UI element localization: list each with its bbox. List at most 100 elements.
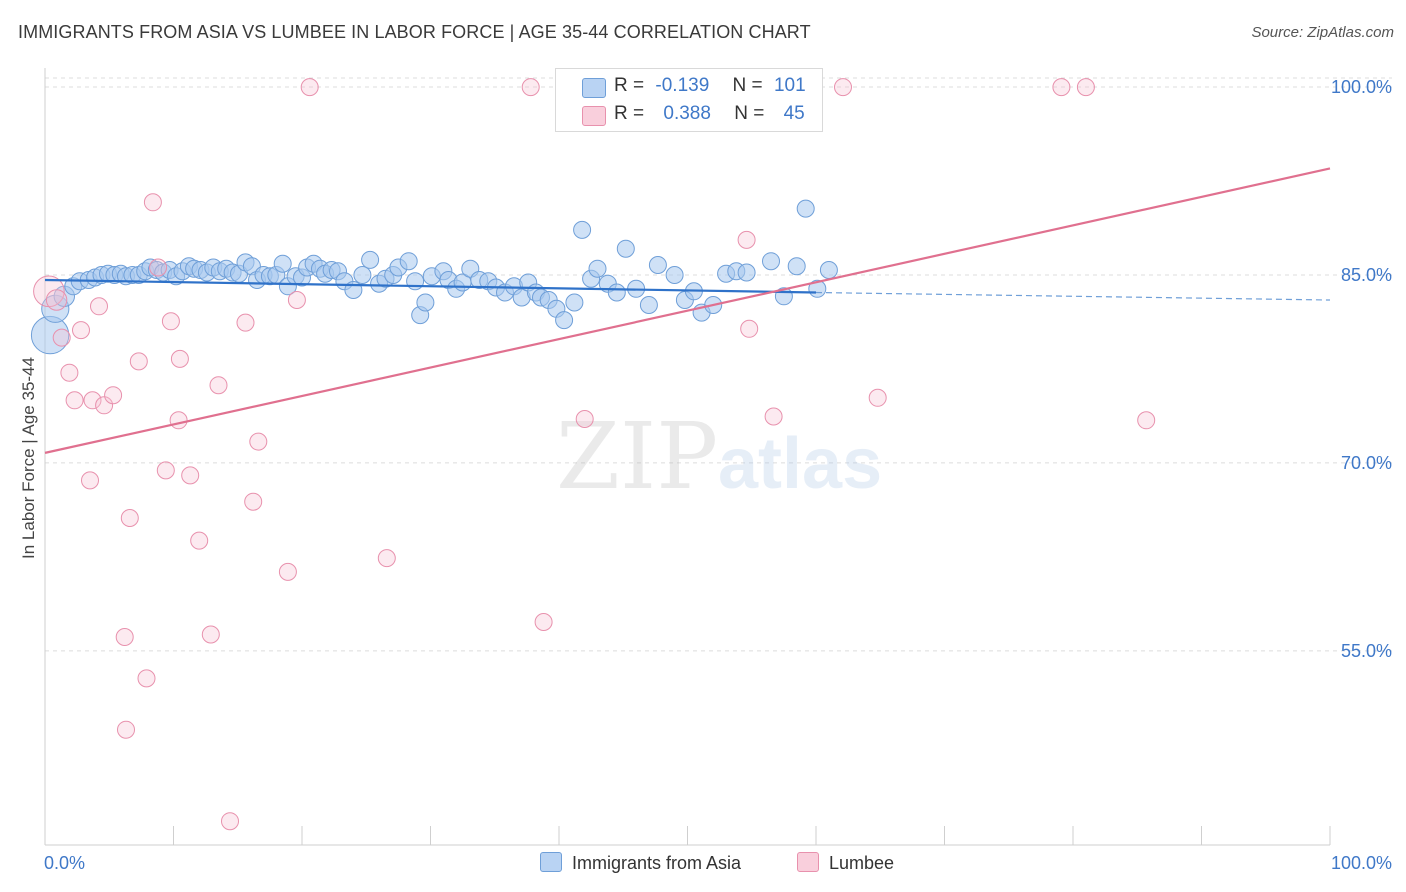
asia-point (616, 239, 635, 258)
y-axis-label: In Labor Force | Age 35-44 (19, 357, 38, 559)
asia-point (737, 263, 756, 282)
asia-point (787, 257, 806, 276)
y-tick-label: 55.0% (1341, 641, 1392, 661)
watermark: ZIP atlas (556, 403, 882, 510)
lumbee-point (201, 625, 220, 644)
lumbee-point (156, 461, 175, 480)
lumbee-point (129, 352, 148, 371)
lumbee-point (377, 549, 396, 568)
series-legend-lumbee: Lumbee (797, 852, 894, 874)
asia-point (607, 283, 626, 302)
lumbee-point (834, 78, 852, 97)
x-tick-label: 100.0% (1331, 853, 1392, 873)
y-tick-label: 85.0% (1341, 265, 1392, 285)
series-legend-label: Immigrants from Asia (572, 853, 742, 873)
lumbee-point (868, 388, 887, 407)
asia-point (353, 266, 372, 284)
source-label: Source: ZipAtlas.com (1251, 24, 1394, 41)
lumbee-point (143, 193, 162, 212)
lumbee-point (149, 258, 168, 277)
series-legend-label: Lumbee (829, 853, 895, 873)
lumbee-point (278, 562, 297, 581)
asia-point (648, 256, 667, 274)
grid-lines (45, 77, 1392, 652)
legend-swatch-blue (582, 78, 606, 98)
lumbee-point (137, 669, 156, 688)
legend-n-value: 101 (773, 75, 806, 96)
lumbee-point (81, 471, 99, 490)
lumbee-point (45, 289, 68, 311)
lumbee-point (740, 319, 759, 338)
asia-point (399, 252, 418, 271)
asia-point (665, 266, 684, 284)
lumbee-point (95, 396, 114, 415)
y-tick-label: 100.0% (1331, 77, 1392, 97)
lumbee-point (170, 349, 189, 368)
correlation-legend: R = -0.139 N = 101 R = 0.388 N = 45 (555, 68, 823, 132)
series-legend: Immigrants from Asia Lumbee (0, 852, 1406, 876)
legend-r-value: -0.139 (655, 75, 710, 96)
lumbee-point (104, 386, 123, 405)
lumbee-point (1052, 78, 1071, 97)
legend-row-lumbee: R = 0.388 N = 45 (556, 103, 822, 127)
lumbee-point (764, 407, 783, 426)
legend-n-value: 45 (783, 103, 805, 124)
asia-point (639, 296, 658, 314)
legend-r-label: R = (614, 75, 645, 96)
asia-point (361, 250, 380, 269)
watermark-atlas: atlas (718, 424, 882, 504)
lumbee-point (221, 812, 239, 831)
lumbee-point (65, 391, 84, 410)
lumbee-point (181, 466, 200, 485)
axes (44, 68, 1331, 846)
lumbee-point (169, 411, 188, 430)
asia-point (588, 259, 607, 278)
lumbee-point (244, 492, 263, 511)
lumbee-point (249, 432, 268, 451)
lumbee-point (300, 78, 319, 97)
lumbee-point (1076, 78, 1095, 97)
asia-point (555, 311, 574, 330)
lumbee-point (209, 376, 228, 395)
lumbee-point (90, 297, 108, 316)
asia-trend-extension (815, 291, 1331, 301)
series-swatch-pink (797, 852, 819, 872)
x-tick-label: 0.0% (44, 853, 85, 873)
asia-point (565, 293, 584, 312)
legend-r-value: 0.388 (663, 103, 711, 124)
lumbee-point (161, 312, 180, 331)
chart-title: IMMIGRANTS FROM ASIA VS LUMBEE IN LABOR … (18, 22, 811, 42)
lumbee-point (72, 321, 90, 340)
asia-point (273, 254, 292, 273)
lumbee-point (521, 78, 540, 97)
legend-r-label: R = (614, 103, 645, 124)
asia-point (416, 293, 435, 312)
series-legend-asia: Immigrants from Asia (540, 852, 741, 874)
data-points (30, 78, 1156, 831)
lumbee-point (287, 291, 306, 309)
lumbee-point (575, 410, 594, 428)
legend-n-label: N = (734, 103, 765, 124)
legend-row-asia: R = -0.139 N = 101 (556, 75, 822, 99)
asia-point (796, 199, 815, 218)
asia-point (819, 261, 838, 279)
asia-point (573, 220, 592, 239)
asia-trend-line (44, 278, 817, 294)
lumbee-point (1137, 411, 1156, 430)
lumbee-point (115, 628, 134, 646)
lumbee-point (83, 391, 102, 410)
lumbee-point (190, 531, 209, 550)
trend-lines (44, 167, 1331, 454)
lumbee-point (120, 509, 139, 527)
lumbee-point (737, 230, 756, 249)
legend-swatch-pink (582, 106, 606, 126)
asia-point (762, 252, 780, 271)
lumbee-point (534, 613, 553, 631)
lumbee-point (52, 328, 71, 347)
lumbee-trend-line (44, 167, 1331, 454)
watermark-zip: ZIP (556, 403, 718, 510)
lumbee-point (117, 720, 135, 739)
legend-n-label: N = (732, 75, 763, 96)
lumbee-point (236, 313, 255, 332)
